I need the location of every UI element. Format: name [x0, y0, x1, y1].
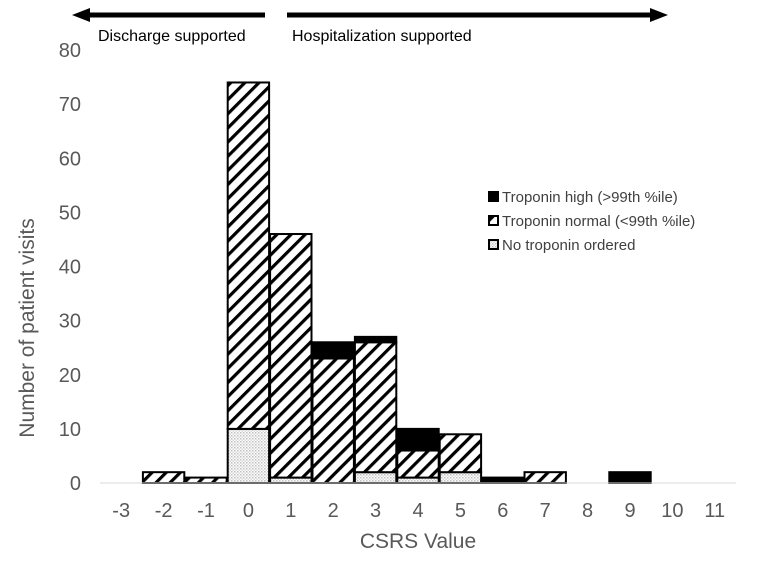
arrow-annotations: Discharge supported Hospitalization supp… — [72, 8, 668, 45]
y-tick-label: 80 — [59, 40, 81, 62]
legend-label: No troponin ordered — [502, 237, 635, 254]
x-tick-label: -1 — [197, 500, 215, 522]
y-tick-label: 40 — [59, 257, 81, 279]
y-tick-label: 10 — [59, 419, 81, 441]
x-axis-ticks: -3 -2 -1 0 1 2 3 4 5 6 7 8 9 10 11 — [112, 500, 725, 522]
x-tick-label: 6 — [497, 500, 508, 522]
x-tick-label: 5 — [455, 500, 466, 522]
y-tick-label: 50 — [59, 202, 81, 224]
bar-segment — [481, 476, 525, 484]
bar-segment — [353, 341, 398, 474]
bar-segment — [311, 357, 355, 485]
left-arrow-label: Discharge supported — [98, 28, 246, 45]
x-tick-label: 10 — [661, 500, 683, 522]
bar-segment — [141, 471, 186, 484]
x-tick-label: 7 — [540, 500, 551, 522]
x-tick-label: 0 — [243, 500, 254, 522]
y-axis-title: Number of patient visits — [16, 218, 39, 437]
legend: Troponin high (>99th %ile) Troponin norma… — [488, 189, 695, 254]
x-tick-label: 9 — [624, 500, 635, 522]
x-tick-label: -3 — [112, 500, 130, 522]
x-tick-label: 1 — [285, 500, 296, 522]
left-arrow-head — [72, 8, 90, 22]
x-tick-label: 3 — [370, 500, 381, 522]
y-tick-label: 20 — [59, 365, 81, 387]
bar-segment — [353, 335, 398, 344]
x-tick-label: 2 — [328, 500, 339, 522]
legend-swatch — [488, 215, 499, 226]
bar-segment — [226, 81, 271, 430]
legend-label: Troponin normal (<99th %ile) — [502, 213, 695, 230]
bar-segment — [438, 471, 483, 484]
x-tick-label: -2 — [155, 500, 173, 522]
legend-swatch — [488, 239, 499, 250]
bars — [141, 81, 652, 485]
y-tick-label: 70 — [59, 94, 81, 116]
x-axis-title: CSRS Value — [360, 530, 476, 553]
x-tick-label: 8 — [582, 500, 593, 522]
y-axis-ticks: 0 10 20 30 40 50 60 70 80 — [59, 40, 81, 495]
bar-segment — [311, 341, 355, 360]
legend-swatch — [488, 191, 499, 202]
bar-segment — [269, 233, 313, 479]
legend-label: Troponin high (>99th %ile) — [502, 189, 678, 206]
right-arrow-label: Hospitalization supported — [292, 28, 472, 45]
bar-segment — [226, 427, 271, 484]
bar-segment — [396, 449, 440, 479]
bar-segment — [608, 471, 652, 484]
right-arrow-head — [650, 8, 668, 22]
x-tick-label: 4 — [412, 500, 423, 522]
x-tick-label: 11 — [704, 500, 725, 522]
y-tick-label: 0 — [70, 473, 81, 495]
bar-segment — [396, 427, 440, 452]
bar-segment — [523, 471, 567, 484]
bar-segment — [438, 433, 483, 474]
bar-segment — [184, 476, 228, 484]
bar-segment — [353, 471, 398, 484]
y-tick-label: 30 — [59, 311, 81, 333]
y-tick-label: 60 — [59, 148, 81, 170]
